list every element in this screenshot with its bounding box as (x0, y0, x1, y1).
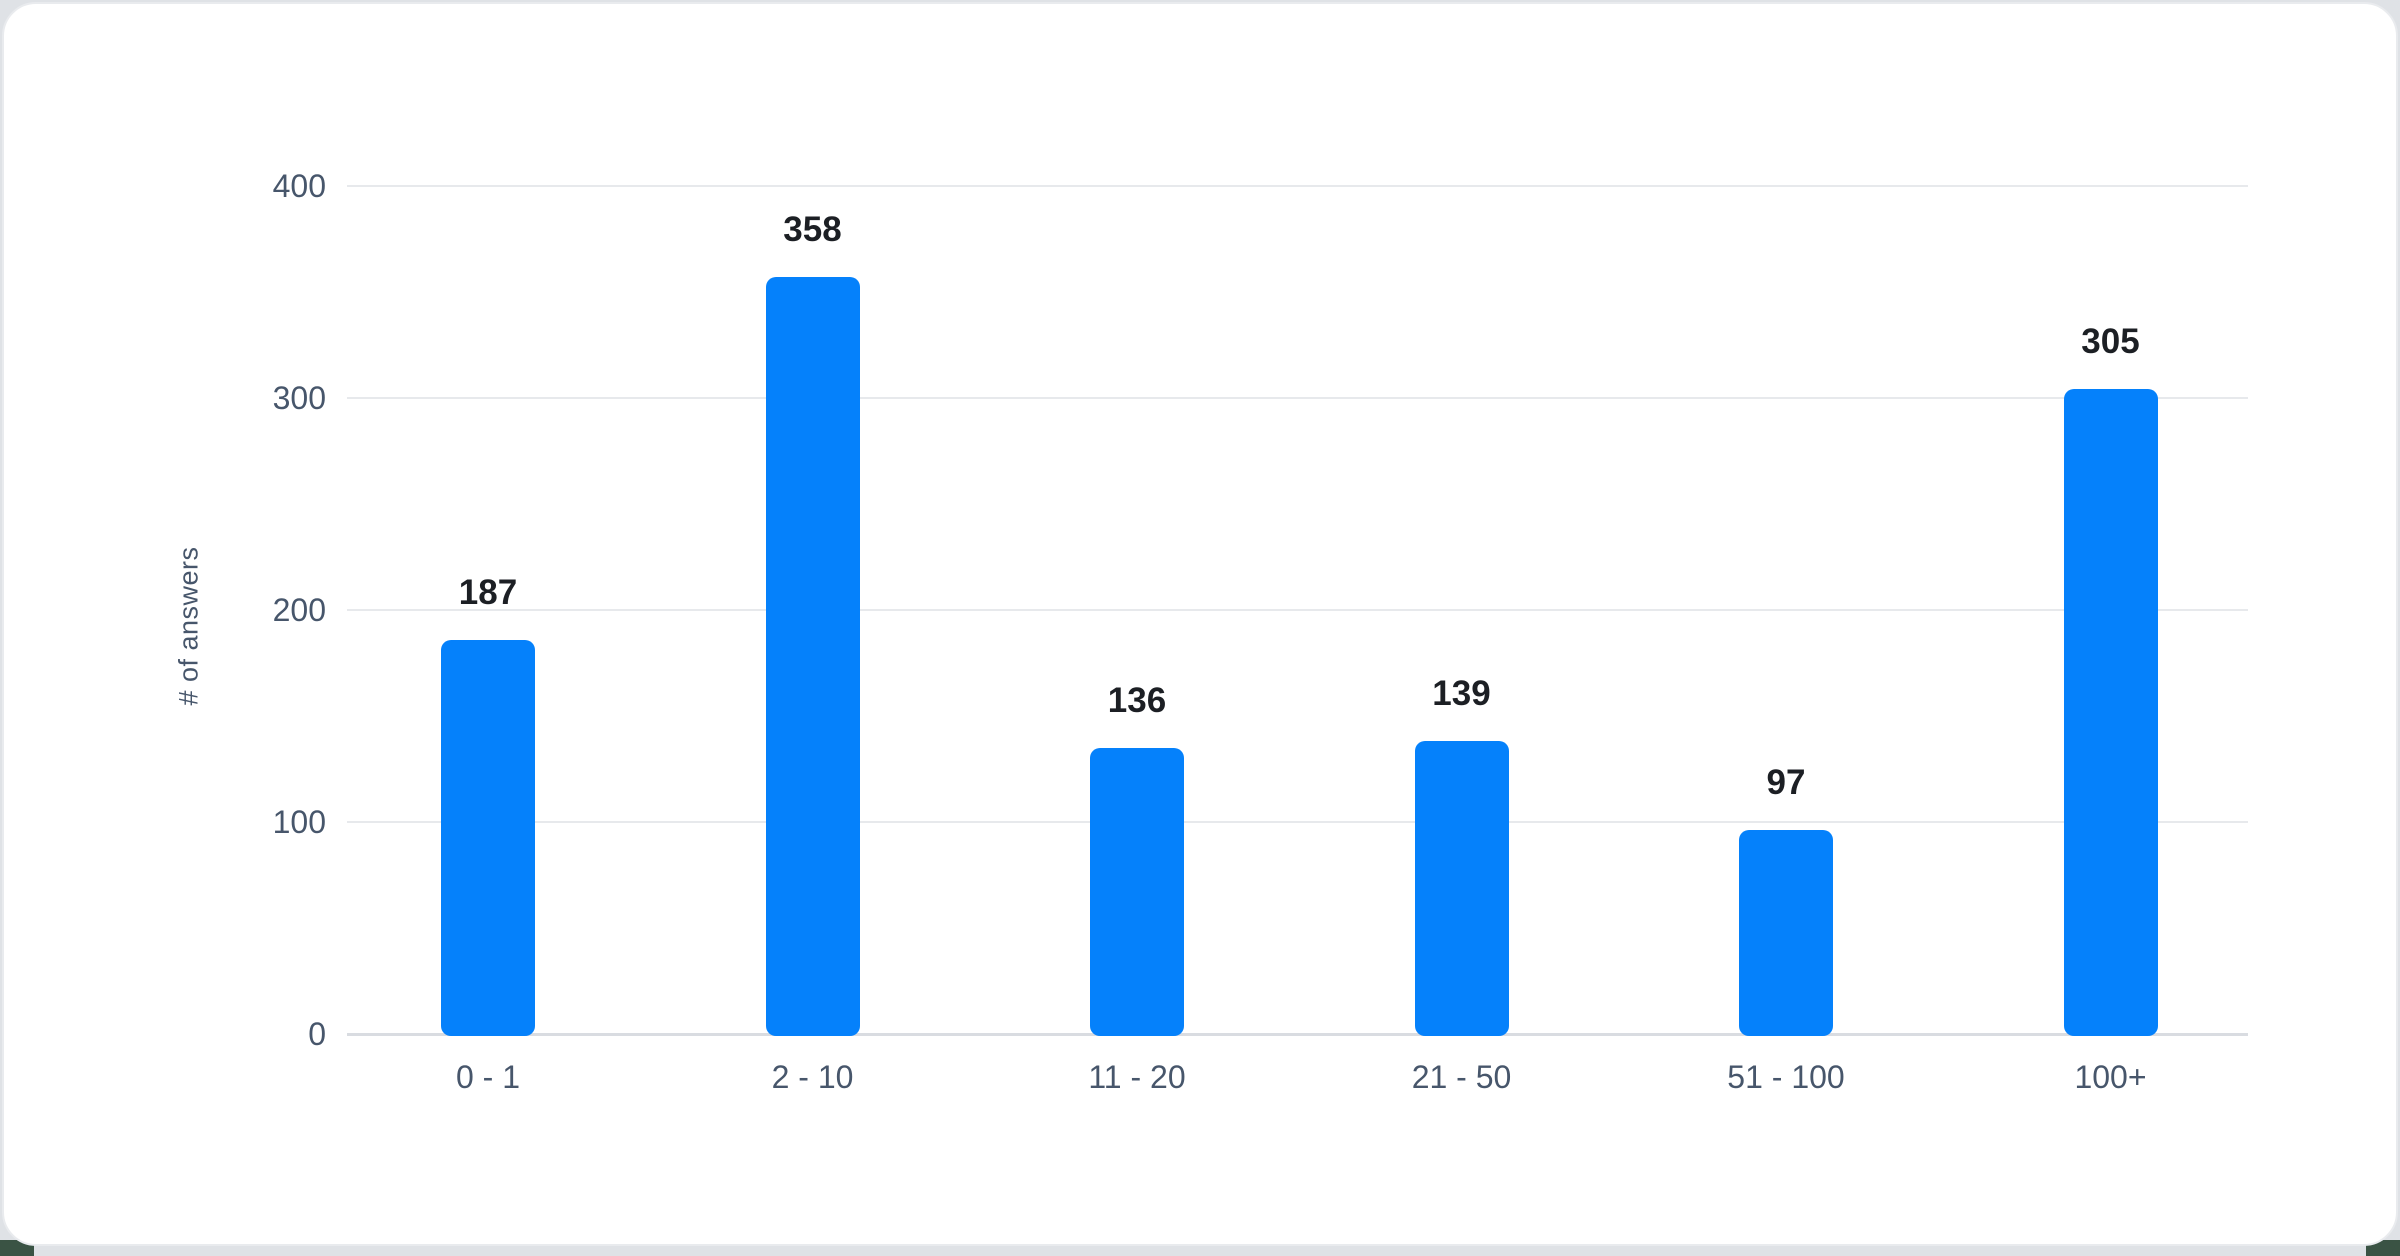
bar[interactable] (1739, 830, 1833, 1036)
gridline (347, 609, 2248, 611)
x-category-label: 100+ (2074, 1059, 2147, 1095)
bar-value-label: 136 (1107, 680, 1167, 720)
y-tick-label: 100 (272, 804, 326, 840)
bar[interactable] (765, 277, 860, 1036)
x-category-label: 0 - 1 (455, 1059, 521, 1095)
bar-value-label: 305 (2081, 322, 2140, 362)
bar-value-label: 97 (1766, 763, 1806, 803)
y-tick-label: 400 (272, 168, 326, 204)
bar[interactable] (1414, 741, 1509, 1036)
x-category-label: 11 - 20 (1088, 1059, 1186, 1095)
gridline (347, 397, 2248, 399)
x-category-label: 51 - 100 (1727, 1059, 1845, 1095)
bar[interactable] (441, 639, 535, 1036)
bar[interactable] (2063, 389, 2158, 1036)
x-category-label: 2 - 10 (771, 1059, 854, 1095)
bar-value-label: 139 (1432, 674, 1491, 714)
bar[interactable] (1090, 747, 1184, 1036)
gridline (347, 185, 2248, 187)
y-tick-label: 200 (272, 592, 326, 628)
y-tick-label: 0 (308, 1016, 326, 1052)
x-category-label: 21 - 50 (1411, 1059, 1512, 1095)
y-tick-label: 300 (272, 380, 326, 416)
x-axis-baseline (347, 1033, 2248, 1036)
gridline (347, 821, 2248, 823)
bar-value-label: 187 (458, 572, 518, 612)
plot-area: 187 358 136 139 97 305 (347, 185, 2248, 1036)
bar-value-label: 358 (783, 210, 842, 250)
